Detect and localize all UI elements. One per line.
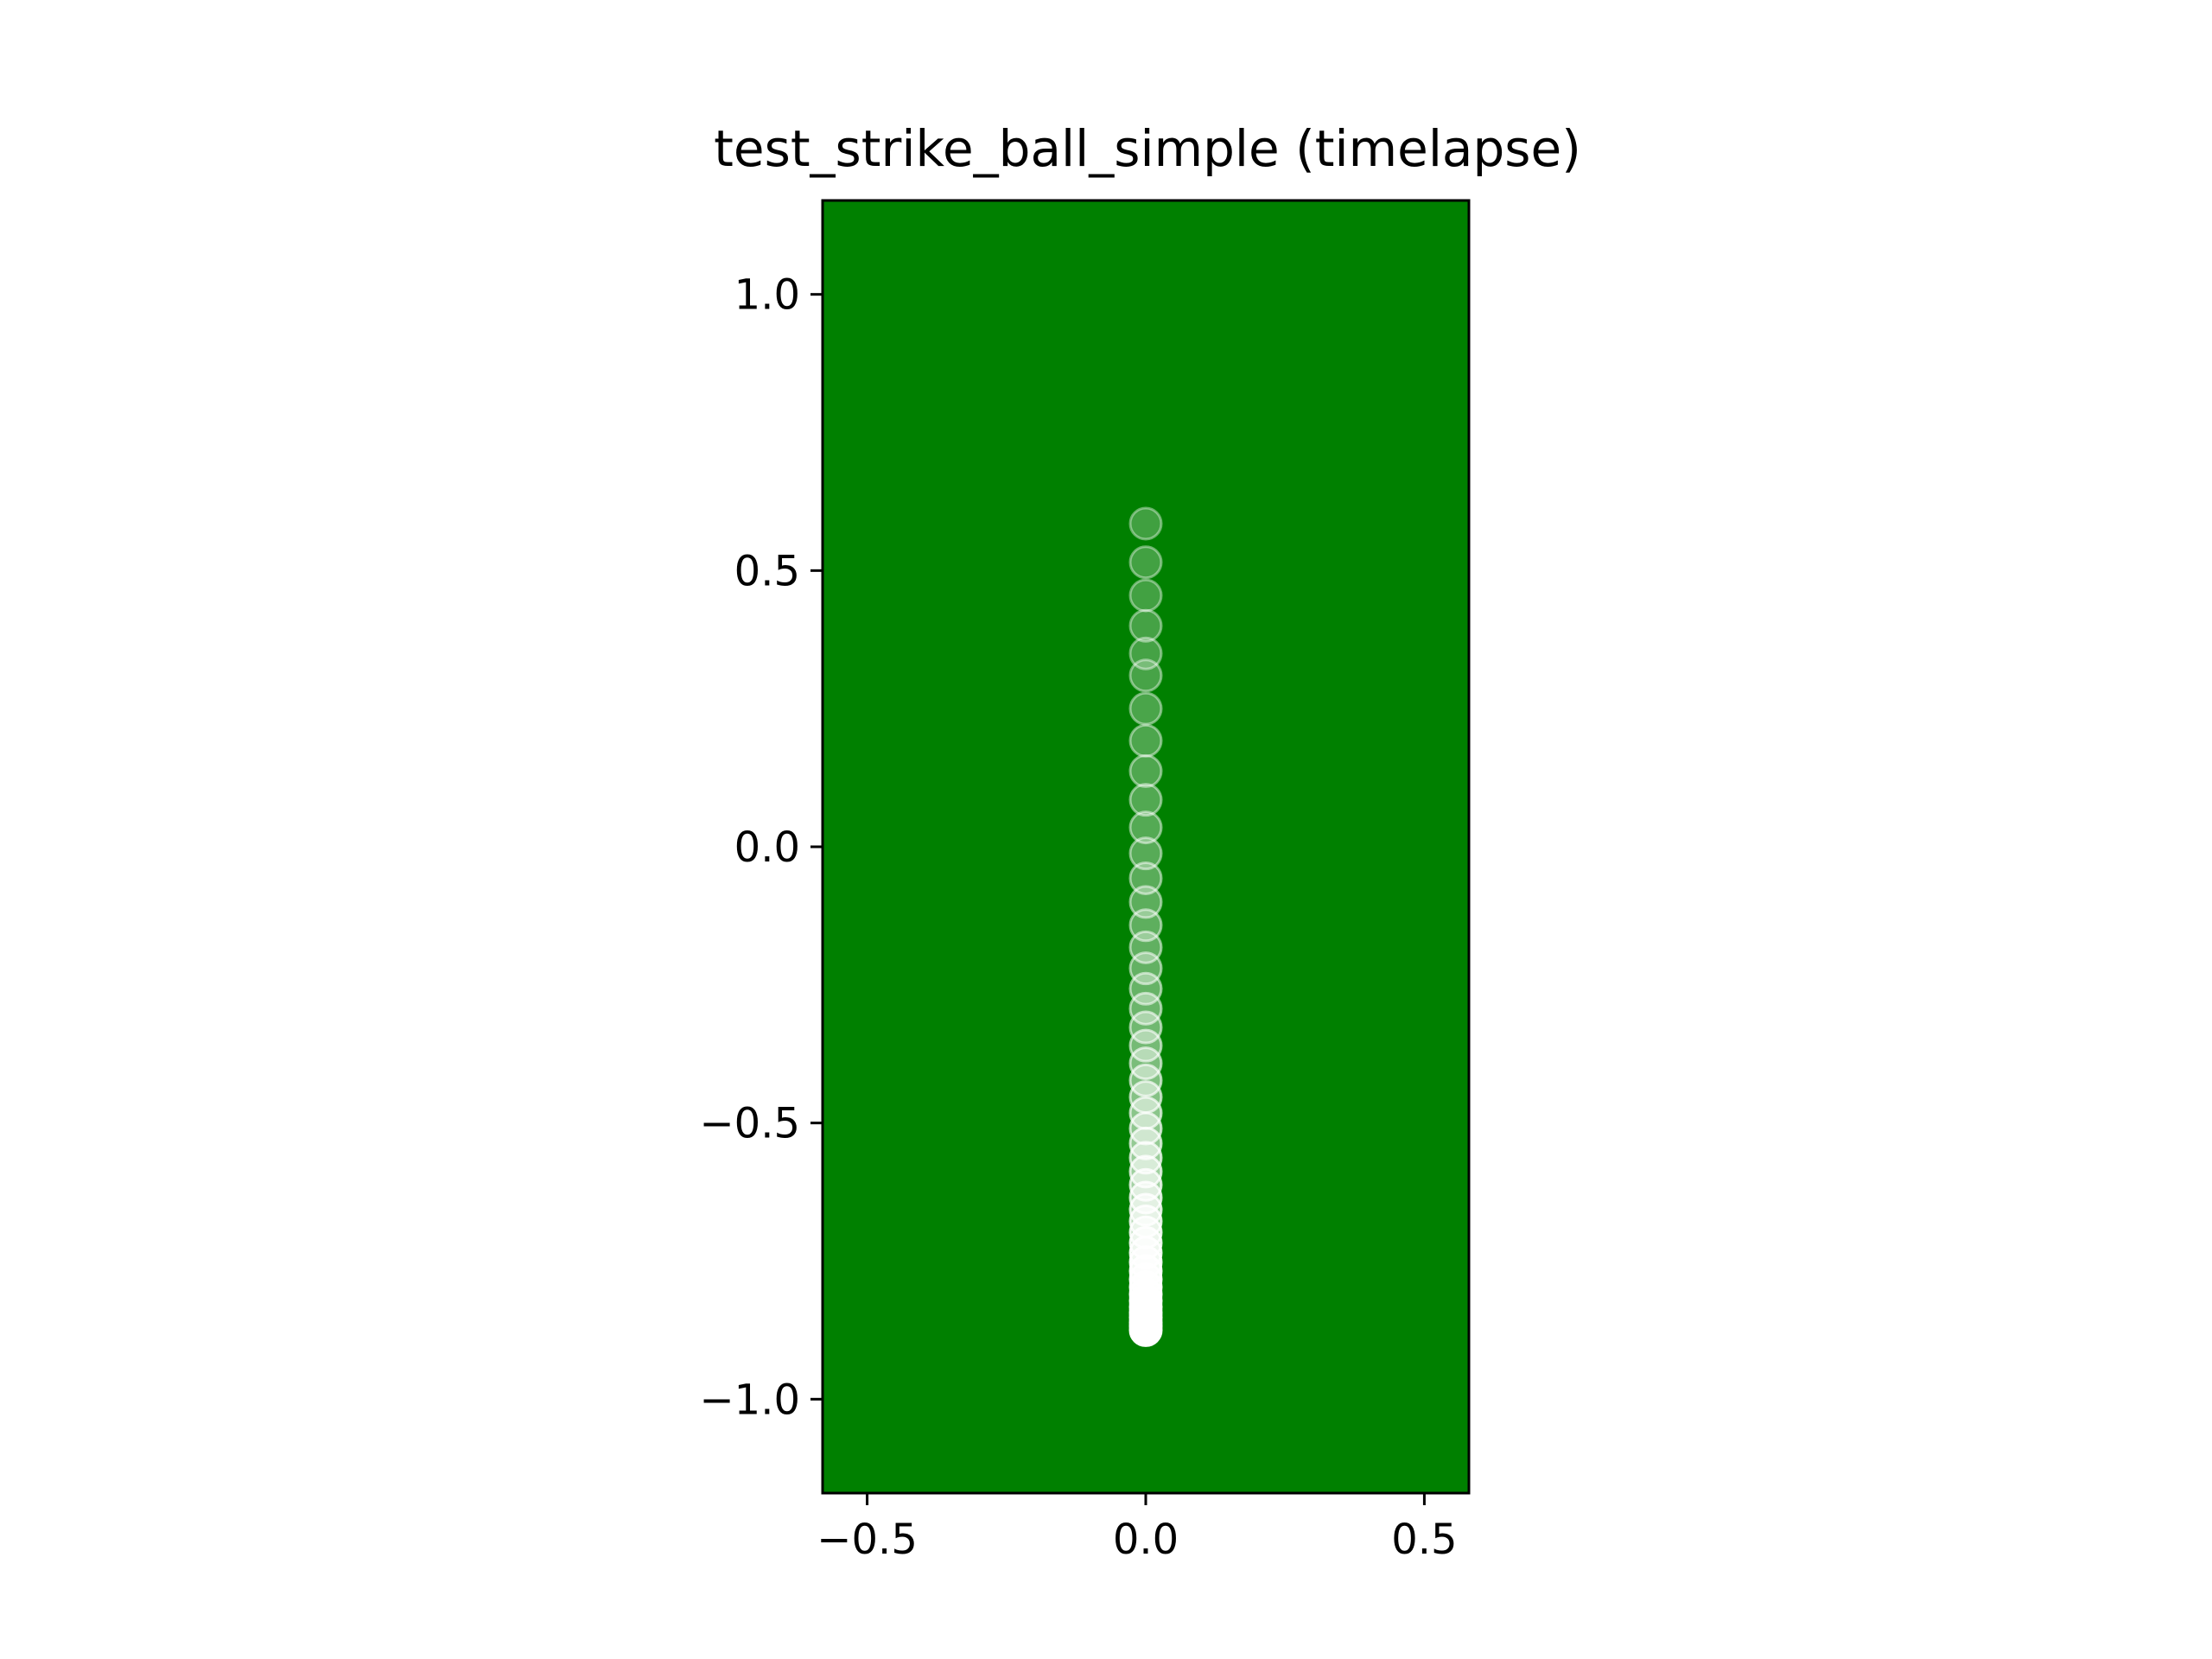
- chart-title: test_strike_ball_simple (timelapse): [714, 119, 1581, 178]
- ball-marker: [1128, 636, 1163, 671]
- ball-marker: [1128, 506, 1163, 541]
- ball-marker: [1128, 578, 1163, 613]
- x-axis: −0.5 0.0 0.5: [817, 1493, 1458, 1564]
- y-axis: 1.0 0.5 0.0 −0.5 −1.0: [699, 271, 823, 1424]
- ball-marker: [1128, 608, 1163, 643]
- ball-marker: [1128, 783, 1163, 817]
- y-tick-label: 0.5: [734, 547, 800, 595]
- ball-marker: [1128, 861, 1163, 895]
- ball-marker: [1128, 658, 1163, 693]
- ball-marker: [1128, 1010, 1163, 1045]
- y-tick-label: −0.5: [699, 1100, 800, 1148]
- x-tick-label: −0.5: [817, 1516, 918, 1564]
- ball-marker: [1128, 753, 1163, 788]
- ball-marker: [1128, 1028, 1163, 1063]
- ball-marker: [1128, 885, 1163, 919]
- y-tick-label: 0.0: [734, 823, 800, 872]
- ball-marker: [1128, 810, 1163, 845]
- ball-marker: [1128, 1313, 1163, 1347]
- ball-marker: [1128, 836, 1163, 871]
- ball-marker: [1128, 691, 1163, 726]
- x-tick-label: 0.0: [1113, 1516, 1179, 1564]
- ball-marker: [1128, 991, 1163, 1026]
- ball-markers: [1128, 506, 1163, 1347]
- ball-marker: [1128, 545, 1163, 580]
- y-tick-label: −1.0: [699, 1376, 800, 1424]
- ball-marker: [1128, 723, 1163, 758]
- x-tick-label: 0.5: [1391, 1516, 1457, 1564]
- y-tick-label: 1.0: [734, 271, 800, 320]
